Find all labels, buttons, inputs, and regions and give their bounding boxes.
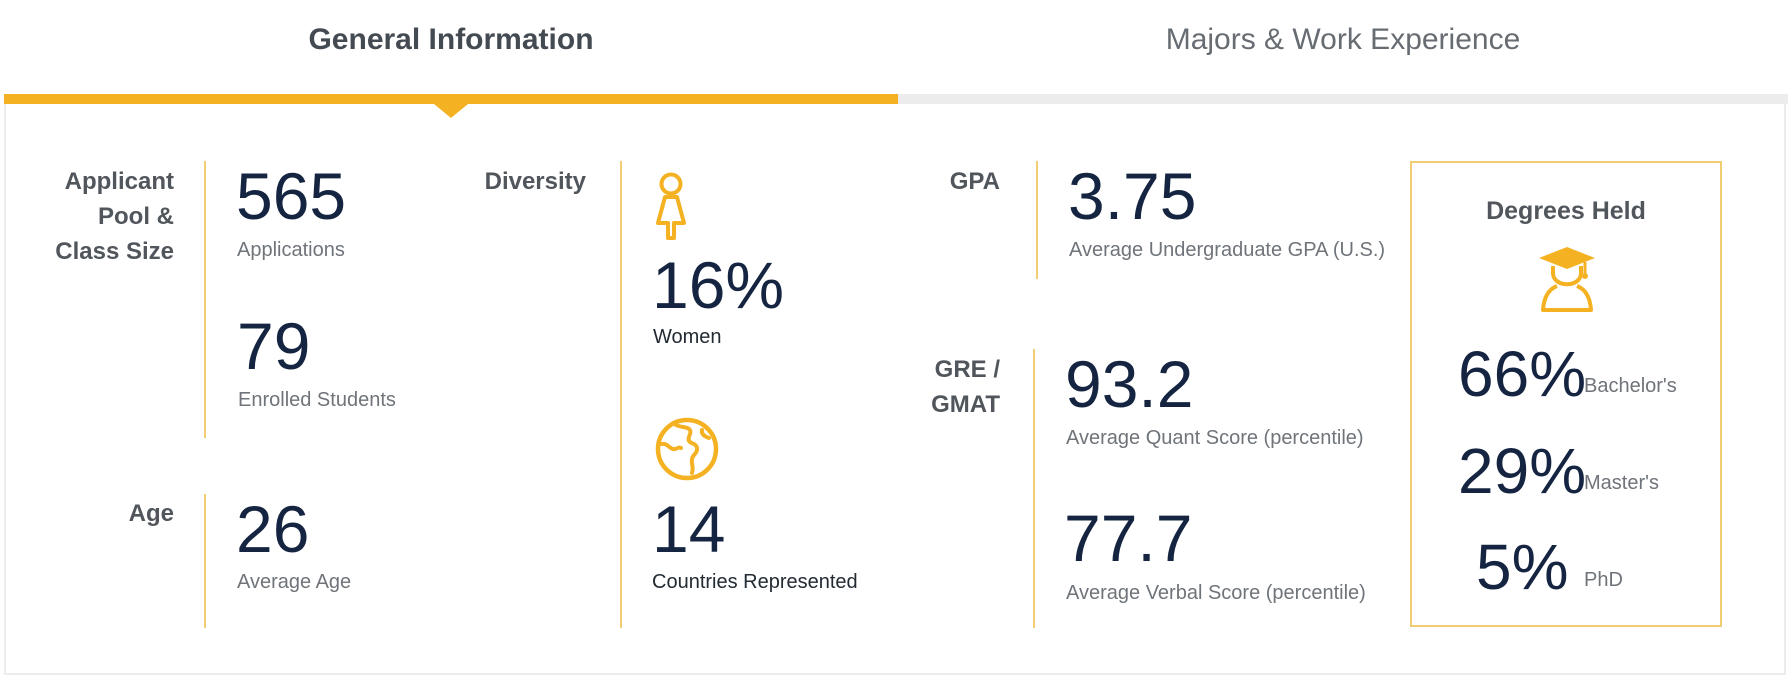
- tab-general-information[interactable]: General Information: [308, 23, 594, 56]
- quant-label: Average Quant Score (percentile): [1066, 427, 1364, 449]
- woman-icon: [648, 170, 694, 242]
- age-value: 26: [236, 492, 310, 566]
- enrolled-label: Enrolled Students: [238, 389, 396, 411]
- women-value: 16%: [652, 248, 785, 322]
- age-divider: [204, 494, 206, 628]
- gre-gmat-divider: [1033, 349, 1035, 628]
- gpa-divider: [1036, 161, 1038, 279]
- applicant-pool-divider: [204, 161, 206, 438]
- countries-label: Countries Represented: [652, 571, 858, 593]
- applicant-pool-heading-line3: Class Size: [55, 238, 174, 265]
- bachelors-label: Bachelor's: [1584, 375, 1677, 397]
- phd-value: 5%: [1476, 531, 1569, 603]
- gre-gmat-heading-line1: GRE /: [934, 356, 1000, 383]
- tab-majors-work-experience[interactable]: Majors & Work Experience: [1165, 23, 1521, 56]
- gpa-desc: Average Undergraduate GPA (U.S.): [1069, 239, 1386, 261]
- diversity-heading: Diversity: [484, 168, 586, 195]
- gpa-heading: GPA: [949, 168, 1000, 195]
- enrolled-value: 79: [237, 309, 311, 383]
- active-tab-caret: [434, 104, 468, 118]
- masters-label: Master's: [1584, 472, 1659, 494]
- verbal-value: 77.7: [1064, 501, 1193, 575]
- diversity-divider: [620, 161, 622, 628]
- active-tab-indicator: [4, 94, 898, 104]
- graduate-icon: [1536, 244, 1598, 314]
- applicant-pool-heading: Applicant Pool & Class Size: [40, 164, 174, 269]
- bachelors-value: 66%: [1458, 338, 1587, 410]
- quant-value: 93.2: [1065, 347, 1194, 421]
- gpa-value: 3.75: [1068, 159, 1197, 233]
- applications-value: 565: [236, 159, 347, 233]
- applications-label: Applications: [237, 239, 345, 261]
- phd-label: PhD: [1584, 569, 1623, 591]
- globe-icon: [654, 416, 720, 482]
- age-heading: Age: [128, 500, 174, 527]
- tab-bar: General Information Majors & Work Experi…: [0, 0, 1792, 118]
- content-panel: [4, 104, 1786, 675]
- degrees-held-card: Degrees Held 66% Bachelor's 29% Master's…: [1410, 161, 1722, 627]
- verbal-label: Average Verbal Score (percentile): [1066, 582, 1366, 604]
- masters-value: 29%: [1458, 435, 1587, 507]
- applicant-pool-heading-line1: Applicant: [64, 168, 174, 195]
- women-label: Women: [653, 326, 722, 348]
- countries-value: 14: [652, 492, 726, 566]
- applicant-pool-heading-line2: Pool &: [98, 203, 174, 230]
- gre-gmat-heading-line2: GMAT: [931, 391, 1000, 418]
- degrees-held-title: Degrees Held: [1486, 197, 1646, 225]
- gre-gmat-heading: GRE / GMAT: [900, 352, 1000, 422]
- age-desc: Average Age: [237, 571, 352, 593]
